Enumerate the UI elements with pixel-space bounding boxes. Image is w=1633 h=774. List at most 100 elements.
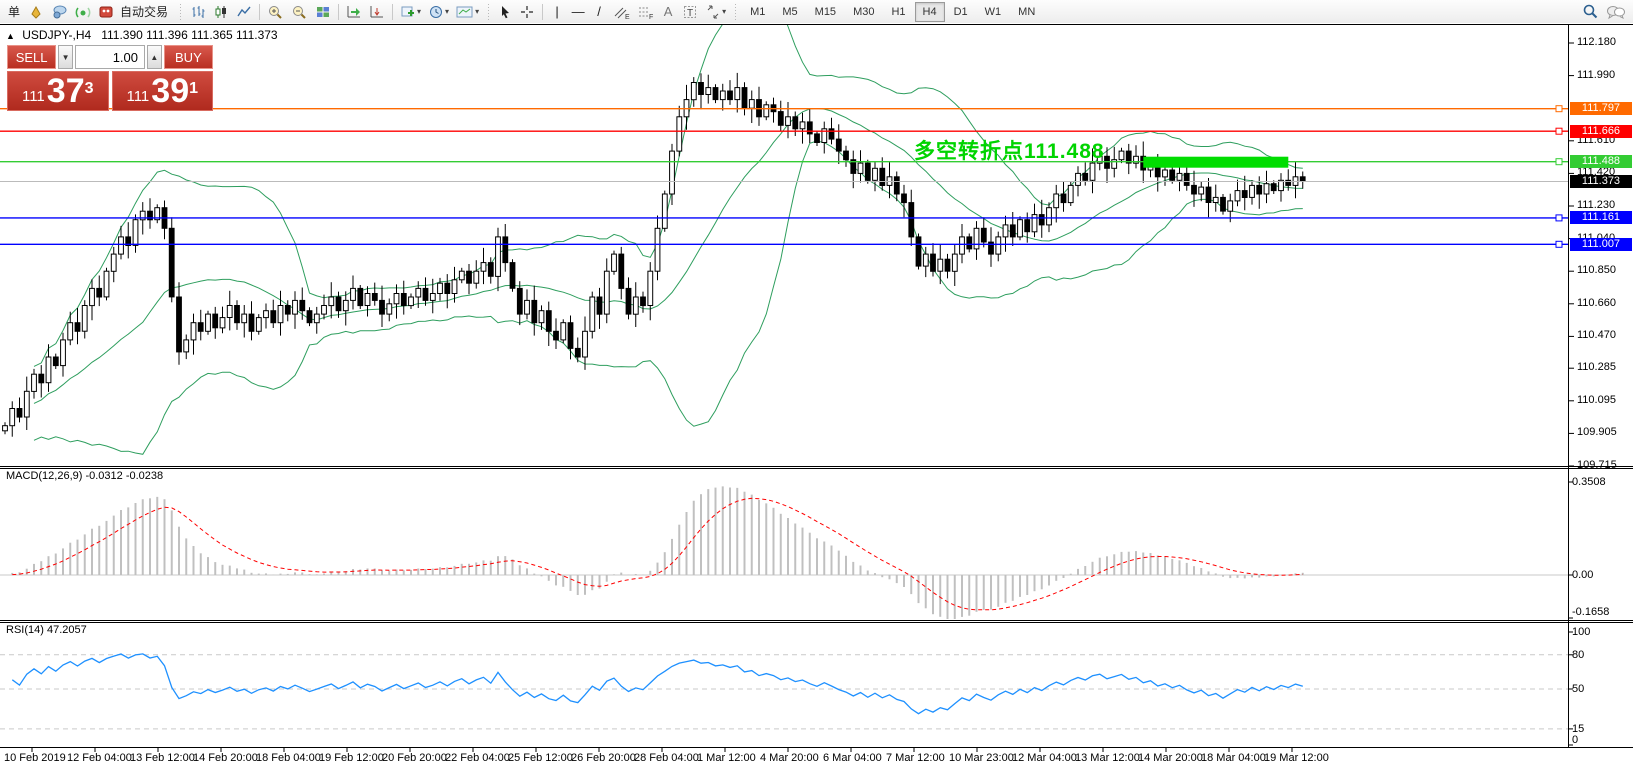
crosshair-icon[interactable]	[516, 2, 538, 22]
time-axis-label: 28 Feb 04:00	[634, 752, 699, 764]
chevron-down-icon: ▾	[475, 7, 480, 16]
autotrading-button[interactable]: 自动交易	[95, 2, 174, 22]
buy-price-big: 39	[151, 72, 190, 110]
price-tick-label: 109.905	[1577, 426, 1617, 438]
sell-price-button[interactable]: 111 37 3	[7, 71, 109, 111]
toolbar-grip	[733, 3, 739, 20]
volume-input[interactable]	[75, 45, 145, 69]
time-axis-label: 14 Feb 20:00	[193, 752, 258, 764]
chat-icon[interactable]	[1603, 2, 1629, 22]
time-axis-label: 25 Feb 12:00	[508, 752, 573, 764]
tile-windows-icon[interactable]	[312, 2, 334, 22]
toolbar-separator	[392, 3, 394, 20]
time-axis-label: 10 Mar 23:00	[949, 752, 1014, 764]
templates-button[interactable]: ▾	[453, 2, 482, 22]
chevron-down-icon: ▾	[722, 7, 727, 16]
search-icon[interactable]	[1579, 2, 1602, 22]
timeframe-m5[interactable]: M5	[782, 5, 798, 18]
buy-price-sup: 1	[189, 80, 199, 97]
toolbar-separator	[259, 3, 261, 20]
one-click-trading-panel: SELL ▼ ▲ BUY 111 37 3 111 39 1	[7, 45, 213, 111]
chart-title: ▲ USDJPY-,H4 111.390 111.396 111.365 111…	[6, 28, 278, 42]
rsi-axis-label: 15	[1572, 723, 1585, 735]
time-axis-label: 4 Mar 20:00	[760, 752, 819, 764]
buy-price-button[interactable]: 111 39 1	[111, 71, 213, 111]
timeframe-h1[interactable]: H1	[891, 5, 906, 18]
macd-label: MACD(12,26,9) -0.0312 -0.0238	[6, 470, 164, 482]
volume-decrease-button[interactable]: ▼	[58, 45, 73, 69]
chart-area[interactable]: ▲ USDJPY-,H4 111.390 111.396 111.365 111…	[0, 23, 1633, 774]
timeframe-m15[interactable]: M15	[814, 5, 837, 18]
svg-text:E: E	[625, 14, 630, 20]
timeframe-d1[interactable]: D1	[953, 5, 968, 18]
timeframe-m30[interactable]: M30	[853, 5, 875, 18]
toolbar-separator	[542, 3, 544, 20]
zoom-out-icon[interactable]	[288, 2, 311, 22]
rsi-label: RSI(14) 47.2057	[6, 624, 87, 636]
time-axis-label: 12 Mar 04:00	[1012, 752, 1077, 764]
buy-button[interactable]: BUY	[163, 45, 213, 69]
line-chart-icon[interactable]	[233, 2, 255, 22]
time-axis-label: 6 Mar 04:00	[823, 752, 882, 764]
zoom-in-icon[interactable]	[264, 2, 287, 22]
time-axis-label: 19 Mar 12:00	[1264, 752, 1329, 764]
trendline-tool-icon[interactable]: /	[597, 4, 601, 19]
toolbar-separator	[338, 3, 340, 20]
chart-canvas[interactable]	[0, 23, 1633, 774]
time-axis-label: 20 Feb 20:00	[382, 752, 447, 764]
chart-annotation[interactable]: 多空转折点111.488	[914, 140, 1105, 163]
chart-shift-icon[interactable]	[366, 2, 388, 22]
rsi-axis-label: 100	[1572, 626, 1591, 638]
arrows-tool-icon[interactable]: ▾	[702, 2, 729, 22]
rsi-axis-label: 80	[1572, 649, 1585, 661]
autotrading-label: 自动交易	[120, 5, 169, 19]
time-axis-label: 7 Mar 12:00	[886, 752, 945, 764]
sell-price-prefix: 111	[21, 88, 45, 105]
macd-axis-label: -0.1658	[1572, 606, 1610, 618]
price-level-tag: 111.007	[1570, 238, 1632, 251]
svg-text:F: F	[649, 14, 653, 20]
bar-chart-icon[interactable]	[187, 2, 209, 22]
price-level-tag: 111.666	[1570, 125, 1632, 138]
new-order-button[interactable]: 单	[8, 5, 21, 19]
text-tool-icon[interactable]: A	[663, 4, 673, 19]
label-tool-icon[interactable]: T	[679, 2, 701, 22]
vertical-line-tool-icon[interactable]: |	[555, 4, 559, 19]
price-tick-label: 110.095	[1577, 394, 1616, 406]
time-axis-label: 10 Feb 2019	[4, 752, 66, 764]
chevron-down-icon: ▾	[417, 7, 422, 16]
price-tick-label: 110.850	[1577, 264, 1616, 276]
time-axis-label: 18 Mar 04:00	[1201, 752, 1266, 764]
timeframe-m1[interactable]: M1	[750, 5, 766, 18]
price-tick-label: 111.990	[1577, 69, 1616, 81]
cursor-icon[interactable]	[495, 2, 515, 22]
timeframe-w1[interactable]: W1	[984, 5, 1002, 18]
channel-tool-icon[interactable]: E	[610, 2, 633, 22]
autoscroll-icon[interactable]	[343, 2, 365, 22]
chart-ohlc: 111.390 111.396 111.365 111.373	[101, 28, 278, 42]
new-chart-button[interactable]: ▾	[397, 2, 424, 22]
timeframe-mn[interactable]: MN	[1018, 5, 1036, 18]
rsi-axis-label: 0	[1572, 734, 1579, 746]
horizontal-line-tool-icon[interactable]: —	[571, 4, 585, 19]
price-tick-label: 109.715	[1577, 459, 1617, 471]
time-axis-label: 1 Mar 12:00	[697, 752, 756, 764]
svg-text:T: T	[687, 8, 693, 19]
buy-price-prefix: 111	[126, 88, 150, 105]
candlestick-chart-icon[interactable]	[210, 2, 232, 22]
collapse-panel-icon[interactable]: ▲	[6, 31, 15, 41]
timeframe-h4[interactable]: H4	[914, 1, 945, 22]
periods-button[interactable]: ▾	[425, 2, 452, 22]
price-level-tag: 111.488	[1570, 155, 1632, 168]
time-axis-label: 12 Feb 04:00	[67, 752, 132, 764]
time-axis-label: 13 Mar 12:00	[1075, 752, 1140, 764]
sell-price-big: 37	[46, 72, 85, 110]
signals-icon[interactable]	[72, 2, 94, 22]
price-tick-label: 111.230	[1577, 199, 1616, 211]
volume-increase-button[interactable]: ▲	[147, 45, 162, 69]
market-icon[interactable]	[25, 2, 47, 22]
fibonacci-tool-icon[interactable]: F	[634, 2, 657, 22]
sell-button[interactable]: SELL	[7, 45, 57, 69]
community-icon[interactable]	[48, 2, 71, 22]
